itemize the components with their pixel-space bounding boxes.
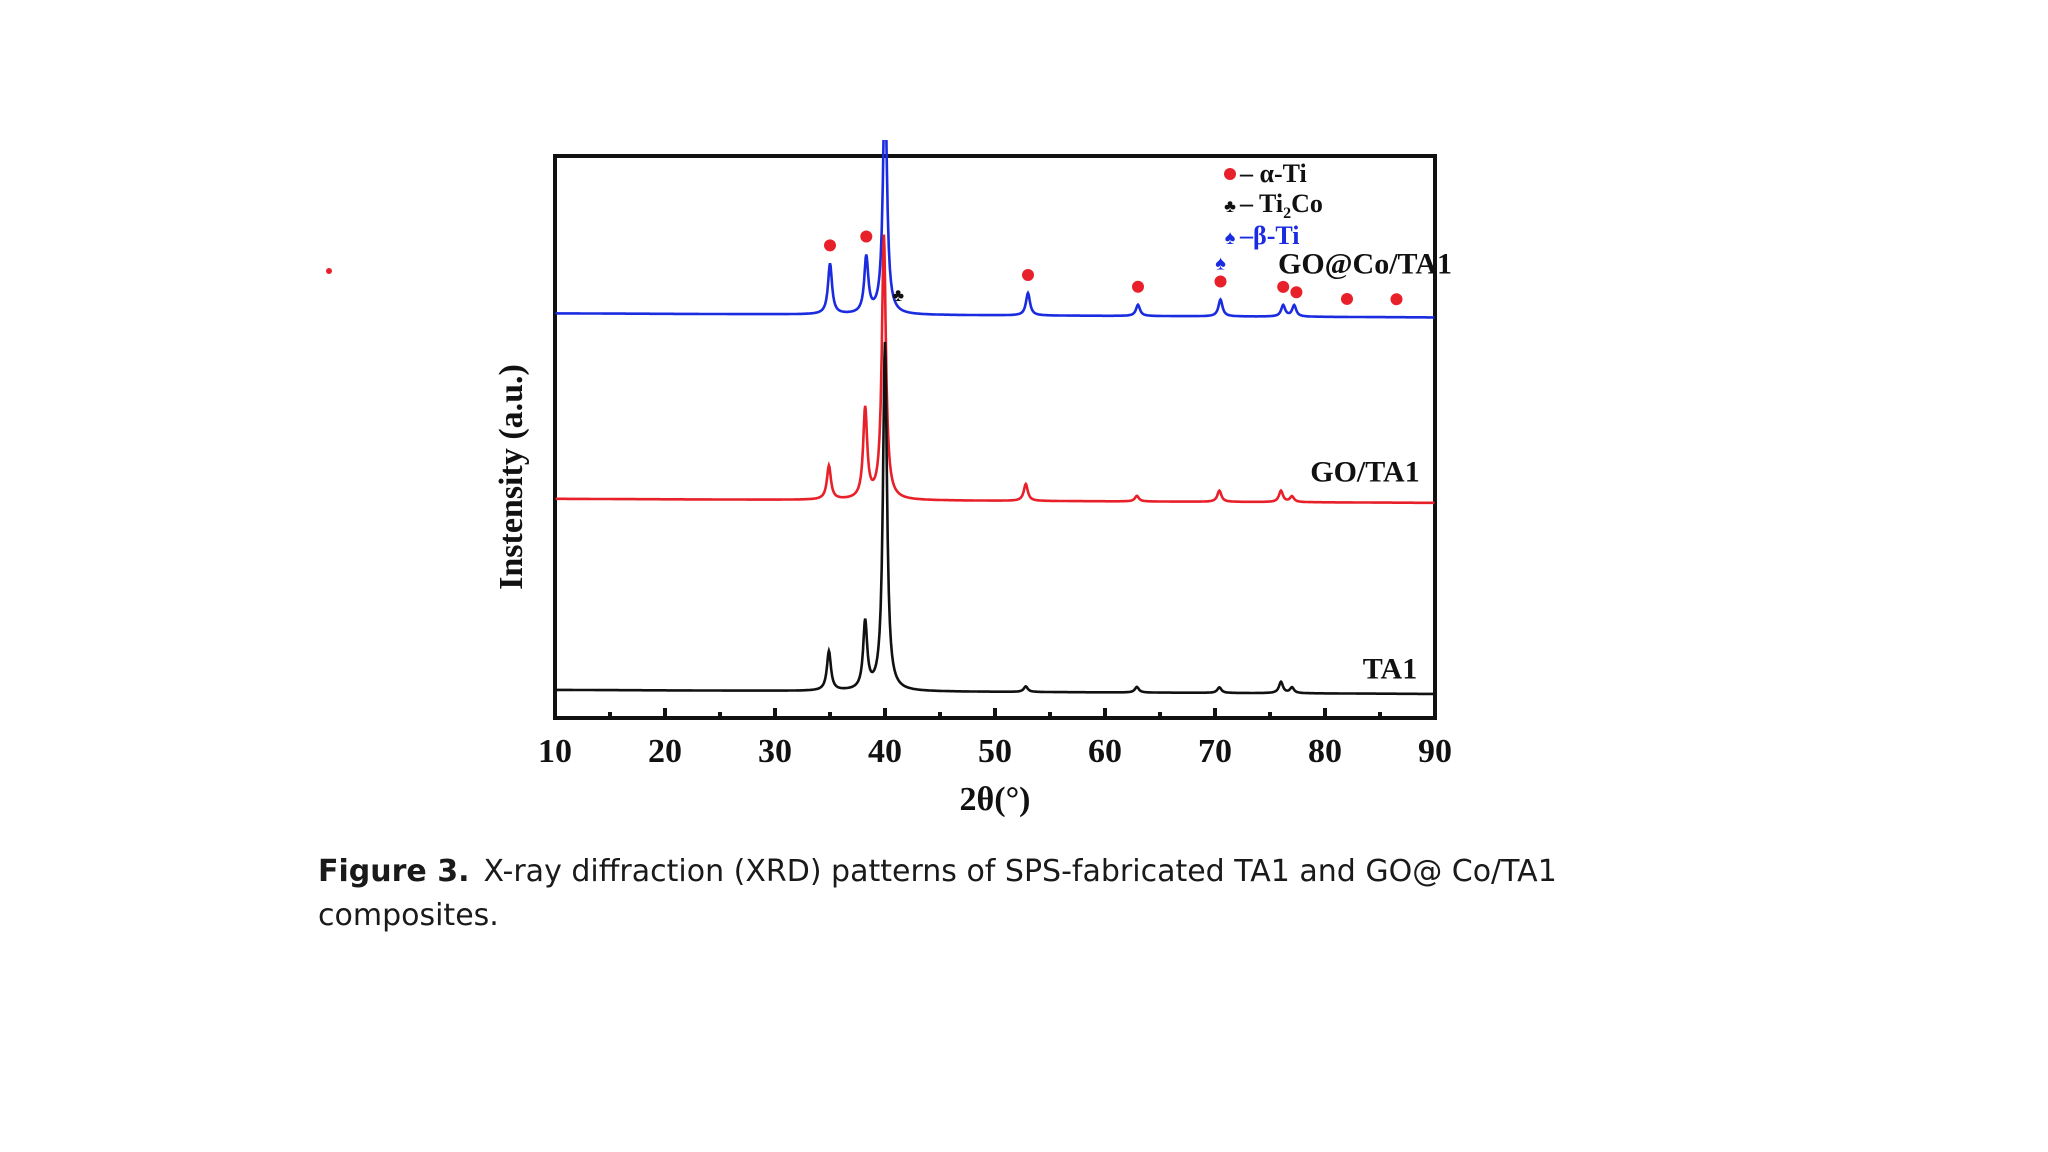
x-tick-label: 60 bbox=[1088, 733, 1122, 770]
stray-red-dot bbox=[326, 268, 332, 274]
alpha-ti-marker bbox=[824, 239, 836, 252]
x-tick-label: 30 bbox=[758, 733, 792, 770]
legend-beta-ti-label: –β-Ti bbox=[1239, 221, 1299, 250]
series-line-0 bbox=[555, 140, 1435, 319]
figure-caption-label: Figure 3. bbox=[318, 854, 470, 889]
alpha-ti-marker bbox=[860, 230, 873, 243]
series-label-0: GO@Co/TA1 bbox=[1278, 248, 1452, 281]
beta-ti-marker: ♠ bbox=[1215, 253, 1226, 275]
alpha-ti-marker bbox=[1022, 268, 1034, 281]
series-label-1: GO/TA1 bbox=[1310, 456, 1419, 489]
x-tick-label: 70 bbox=[1198, 733, 1232, 770]
alpha-ti-marker bbox=[1390, 293, 1403, 306]
legend-beta-ti-marker: ♠ bbox=[1225, 227, 1236, 249]
x-tick-label: 10 bbox=[538, 733, 572, 770]
legend-alpha-ti-label: – α-Ti bbox=[1239, 159, 1307, 188]
legend-alpha-ti-marker bbox=[1224, 168, 1236, 180]
x-tick-label: 80 bbox=[1308, 733, 1342, 770]
figure-caption-text: X-ray diffraction (XRD) patterns of SPS-… bbox=[318, 854, 1557, 933]
legend-ti2co-marker: ♣ bbox=[1224, 196, 1236, 216]
alpha-ti-marker bbox=[1132, 280, 1144, 293]
ti2co-marker: ♣ bbox=[892, 285, 904, 305]
xrd-chart: 10 20 30 40 50 60 70 80 90 2θ(°) Instensity (a.u.)… bbox=[493, 140, 1452, 818]
series-line-2 bbox=[555, 341, 1435, 696]
x-tick-label: 90 bbox=[1418, 733, 1452, 770]
x-tick-label: 40 bbox=[868, 733, 902, 770]
legend-ti2co-label: – Ti2Co bbox=[1239, 189, 1323, 222]
alpha-ti-marker bbox=[1290, 286, 1303, 299]
alpha-ti-marker bbox=[1277, 280, 1290, 293]
x-tick-label: 50 bbox=[978, 733, 1012, 770]
alpha-ti-marker bbox=[1214, 275, 1227, 288]
series-label-2: TA1 bbox=[1363, 652, 1417, 685]
figure-caption: Figure 3. X-ray diffraction (XRD) pattern… bbox=[318, 850, 1658, 938]
x-tick-label: 20 bbox=[648, 733, 682, 770]
series-line-1 bbox=[555, 234, 1435, 505]
y-axis-title: Instensity (a.u.) bbox=[493, 364, 530, 590]
alpha-ti-marker bbox=[1341, 292, 1353, 305]
x-axis-title: 2θ(°) bbox=[960, 781, 1031, 818]
plot-frame bbox=[553, 154, 1437, 720]
